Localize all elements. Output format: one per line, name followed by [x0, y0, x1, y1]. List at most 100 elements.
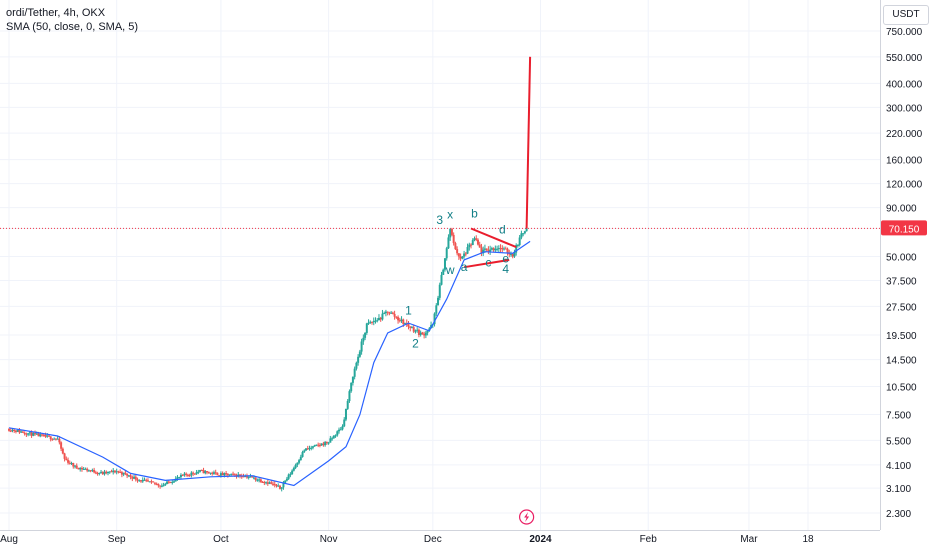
y-tick-label: 4.100 [886, 461, 911, 472]
candle-body [28, 432, 31, 434]
candle-body [516, 244, 519, 246]
candle-body [247, 476, 250, 478]
candle-body [277, 485, 280, 487]
trend-drawing[interactable] [470, 227, 517, 249]
candle-body [381, 313, 384, 320]
candle-body [42, 434, 45, 436]
candle-body [51, 439, 54, 441]
candles [8, 227, 528, 492]
candle-body [449, 228, 452, 238]
candle-body [124, 472, 127, 474]
candle-body [171, 481, 174, 483]
candle-body [457, 253, 460, 257]
candle-body [311, 446, 314, 448]
candle-body [136, 479, 139, 481]
candle-body [443, 258, 446, 270]
candle-body [79, 467, 82, 470]
candle-body [395, 316, 398, 318]
candle-body [91, 469, 94, 471]
candle-body [122, 472, 125, 475]
trend-drawing[interactable] [525, 56, 532, 229]
candle-body [140, 480, 143, 482]
candle-body [30, 432, 33, 436]
candle-body [143, 479, 146, 481]
candle-body [265, 482, 268, 484]
candle-body [117, 471, 120, 473]
candle-body [35, 433, 38, 435]
wave-label: 3 [436, 213, 443, 227]
candle-body [178, 477, 181, 479]
candle-body [185, 473, 188, 475]
candle-body [150, 481, 153, 483]
wave-label: e [502, 252, 509, 266]
candle-body [506, 248, 509, 254]
candle-body [164, 483, 167, 486]
candle-body [230, 473, 233, 475]
y-axis[interactable]: 750.000 550.000 400.000 300.000 220.000 160.0… [886, 27, 923, 520]
candle-body [504, 248, 507, 250]
candle-body [416, 329, 419, 331]
candle-body [365, 323, 368, 333]
candle-body [344, 408, 347, 420]
candle-body [332, 435, 335, 439]
candle-body [56, 438, 59, 440]
y-tick-label: 750.000 [886, 27, 923, 38]
candle-body [518, 237, 521, 245]
candle-body [338, 429, 341, 432]
candle-body [233, 473, 236, 475]
candle-body [74, 465, 77, 467]
candle-body [383, 313, 386, 315]
candle-body [272, 483, 275, 485]
candle-body [200, 470, 203, 472]
candle-body [256, 479, 259, 481]
wave-label: w [445, 263, 455, 277]
candle-body [364, 332, 367, 338]
candle-body [153, 482, 156, 484]
candle-body [134, 476, 137, 480]
candle-body [424, 332, 427, 336]
candle-body [254, 477, 257, 480]
x-axis[interactable]: Aug Sep Oct Nov Dec 2024 Feb Mar 18 [0, 534, 814, 545]
candle-body [417, 329, 420, 335]
candle-body [384, 311, 387, 314]
candle-body [483, 248, 486, 250]
wave-label: 4 [502, 262, 509, 276]
candle-body [509, 253, 512, 255]
candle-body [232, 473, 235, 475]
candle-body [96, 473, 99, 475]
candle-body [346, 401, 349, 409]
y-tick-label: 5.500 [886, 436, 911, 447]
candle-body [259, 479, 262, 482]
candle-body [63, 453, 66, 459]
y-tick-label: 7.500 [886, 411, 911, 422]
candle-body [322, 443, 325, 446]
candle-body [471, 240, 474, 245]
candle-body [339, 429, 342, 431]
candle-body [348, 391, 351, 402]
candle-body [376, 320, 379, 322]
candle-body [480, 247, 483, 254]
y-tick-label: 2.300 [886, 509, 911, 520]
candle-body [16, 429, 19, 432]
candle-body [476, 239, 479, 245]
candle-body [296, 462, 299, 465]
trend-drawing[interactable] [463, 258, 510, 269]
y-tick-label: 50.000 [886, 253, 917, 264]
candle-body [390, 312, 393, 314]
x-tick-label: Feb [640, 534, 658, 545]
x-tick-label: Oct [213, 534, 229, 545]
candle-body [372, 321, 375, 323]
candle-body [32, 433, 35, 436]
candle-body [438, 284, 441, 298]
y-tick-label: 14.500 [886, 356, 917, 367]
candle-body [181, 474, 184, 476]
candle-body [393, 313, 396, 317]
wave-label: x [447, 207, 453, 221]
candle-body [188, 475, 191, 477]
candle-body [225, 473, 228, 475]
currency-button[interactable]: USDT [883, 5, 929, 25]
candle-body [515, 245, 518, 253]
candle-body [409, 326, 412, 328]
